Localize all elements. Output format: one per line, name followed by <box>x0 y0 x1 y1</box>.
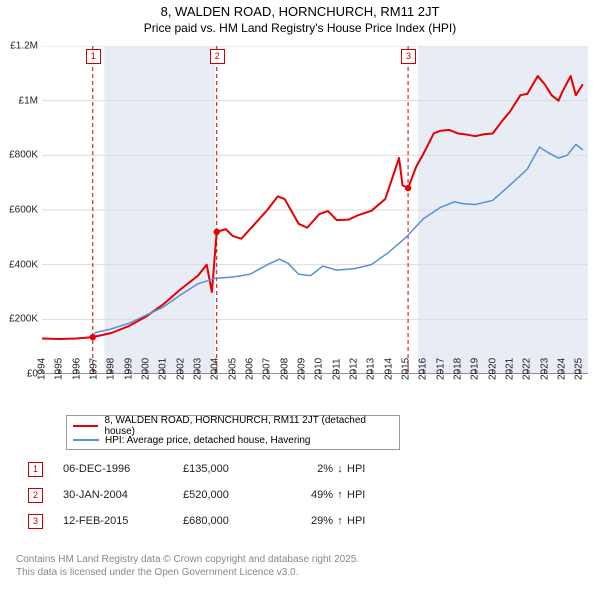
event-price: £135,000 <box>183 463 293 475</box>
x-tick-label: 2025 <box>574 358 585 380</box>
footnote-line2: This data is licensed under the Open Gov… <box>16 567 298 578</box>
x-tick-label: 2023 <box>539 358 550 380</box>
x-tick-label: 2007 <box>262 358 273 380</box>
event-pct: 29% <box>293 515 333 527</box>
legend-row: 8, WALDEN ROAD, HORNCHURCH, RM11 2JT (de… <box>73 419 393 433</box>
x-tick-label: 1998 <box>106 358 117 380</box>
x-tick-label: 2019 <box>470 358 481 380</box>
y-tick-label: £1.2M <box>2 41 38 52</box>
chart-subtitle: Price paid vs. HM Land Registry's House … <box>0 21 600 35</box>
event-arrow-icon: ↓ <box>333 463 347 475</box>
annotation-marker: 1 <box>86 49 101 64</box>
annotation-marker: 2 <box>210 49 225 64</box>
x-tick-label: 2021 <box>505 358 516 380</box>
legend-swatch <box>73 425 98 427</box>
x-tick-label: 2013 <box>366 358 377 380</box>
event-price: £520,000 <box>183 489 293 501</box>
y-tick-label: £800K <box>2 150 38 161</box>
chart-container: 8, WALDEN ROAD, HORNCHURCH, RM11 2JT Pri… <box>0 0 600 590</box>
x-tick-label: 2018 <box>453 358 464 380</box>
x-tick-label: 2017 <box>435 358 446 380</box>
event-hpi-label: HPI <box>347 489 377 501</box>
x-tick-label: 2005 <box>227 358 238 380</box>
y-tick-label: £400K <box>2 259 38 270</box>
legend-swatch <box>73 439 99 441</box>
x-tick-label: 2009 <box>297 358 308 380</box>
event-date: 30-JAN-2004 <box>63 489 183 501</box>
event-pct: 2% <box>293 463 333 475</box>
legend-label: HPI: Average price, detached house, Have… <box>105 435 311 446</box>
y-tick-label: £0 <box>2 369 38 380</box>
x-tick-label: 2010 <box>314 358 325 380</box>
x-tick-label: 2016 <box>418 358 429 380</box>
event-arrow-icon: ↑ <box>333 489 347 501</box>
event-hpi-label: HPI <box>347 463 377 475</box>
x-tick-label: 1995 <box>54 358 65 380</box>
x-tick-label: 1994 <box>37 358 48 380</box>
x-tick-label: 1999 <box>123 358 134 380</box>
x-tick-label: 2002 <box>175 358 186 380</box>
events-table: 106-DEC-1996£135,0002%↓HPI230-JAN-2004£5… <box>28 460 377 538</box>
x-tick-label: 2006 <box>245 358 256 380</box>
event-marker: 3 <box>28 514 43 529</box>
x-tick-label: 2024 <box>557 358 568 380</box>
x-tick-label: 2001 <box>158 358 169 380</box>
event-marker: 1 <box>28 462 43 477</box>
x-tick-label: 2014 <box>383 358 394 380</box>
x-tick-label: 2000 <box>141 358 152 380</box>
title-block: 8, WALDEN ROAD, HORNCHURCH, RM11 2JT Pri… <box>0 0 600 35</box>
event-row: 1 06-DEC-1996£135,0002%↓HPI <box>28 460 377 478</box>
event-hpi-label: HPI <box>347 515 377 527</box>
event-row: 3 12-FEB-2015£680,00029%↑HPI <box>28 512 377 530</box>
y-tick-label: £600K <box>2 205 38 216</box>
x-tick-label: 2015 <box>401 358 412 380</box>
x-tick-label: 2012 <box>349 358 360 380</box>
x-tick-label: 2022 <box>522 358 533 380</box>
x-tick-label: 2003 <box>193 358 204 380</box>
event-date: 06-DEC-1996 <box>63 463 183 475</box>
annotation-marker: 3 <box>401 49 416 64</box>
event-arrow-icon: ↑ <box>333 515 347 527</box>
plot-area: £0£200K£400K£600K£800K£1M£1.2M1994199519… <box>42 46 588 374</box>
chart-title: 8, WALDEN ROAD, HORNCHURCH, RM11 2JT <box>0 4 600 19</box>
event-row: 2 30-JAN-2004£520,00049%↑HPI <box>28 486 377 504</box>
event-price: £680,000 <box>183 515 293 527</box>
x-tick-label: 1997 <box>89 358 100 380</box>
footnote-line1: Contains HM Land Registry data © Crown c… <box>16 554 359 565</box>
y-tick-label: £200K <box>2 314 38 325</box>
x-tick-label: 2008 <box>279 358 290 380</box>
y-tick-label: £1M <box>2 95 38 106</box>
footnote: Contains HM Land Registry data © Crown c… <box>16 554 369 579</box>
x-tick-label: 2011 <box>331 358 342 380</box>
x-tick-label: 1996 <box>71 358 82 380</box>
x-tick-label: 2004 <box>210 358 221 380</box>
chart-svg <box>42 46 588 374</box>
legend: 8, WALDEN ROAD, HORNCHURCH, RM11 2JT (de… <box>66 415 400 450</box>
event-pct: 49% <box>293 489 333 501</box>
x-tick-label: 2020 <box>487 358 498 380</box>
event-marker: 2 <box>28 488 43 503</box>
event-date: 12-FEB-2015 <box>63 515 183 527</box>
